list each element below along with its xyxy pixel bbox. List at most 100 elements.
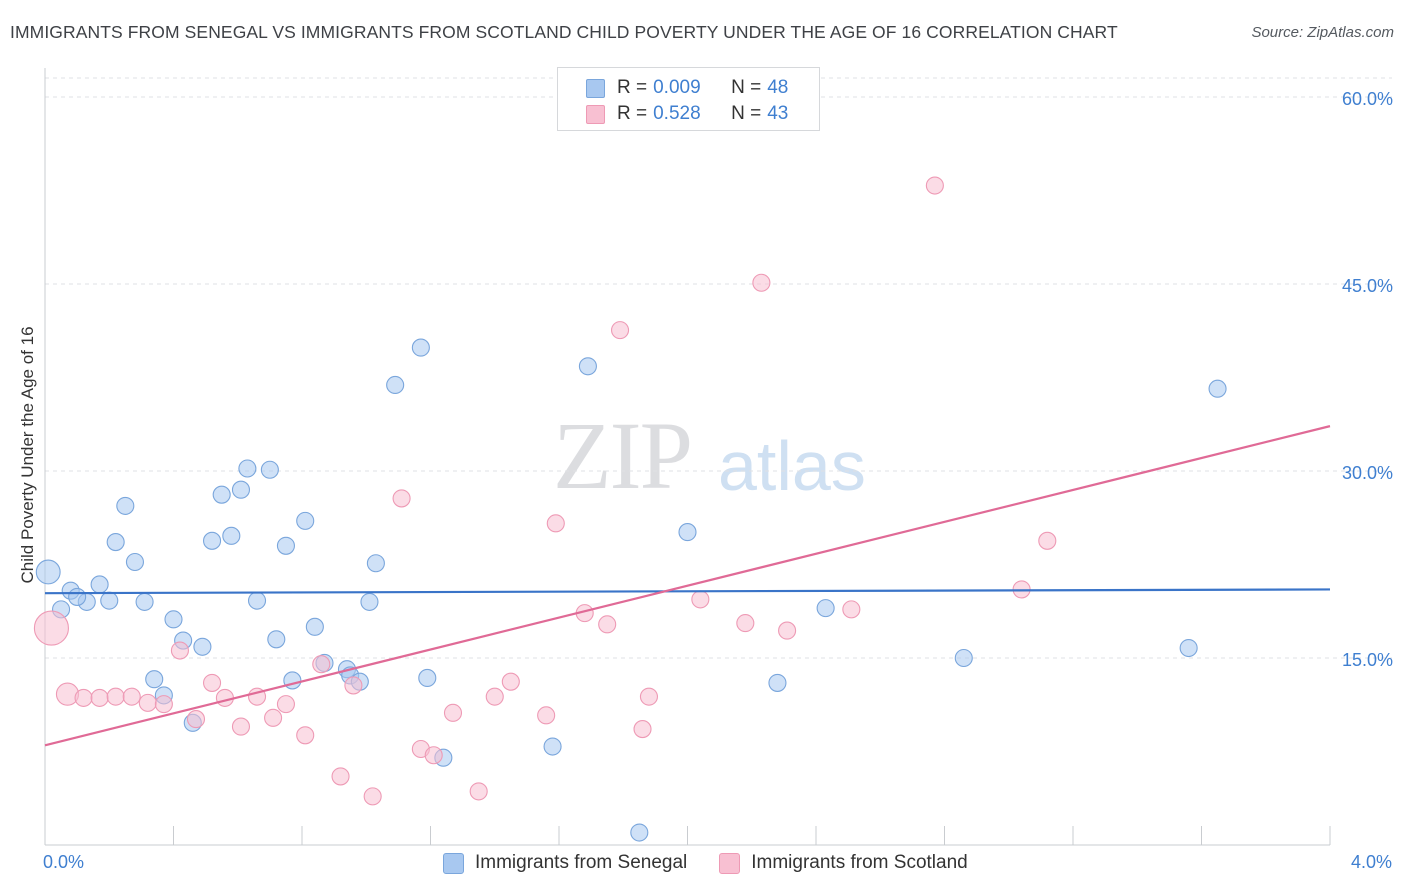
point-senegal: [578, 357, 597, 376]
point-scotland: [55, 682, 80, 706]
point-scotland: [264, 708, 283, 727]
chart-title: IMMIGRANTS FROM SENEGAL VS IMMIGRANTS FR…: [10, 22, 1118, 42]
point-scotland: [203, 673, 222, 692]
point-scotland: [331, 767, 350, 786]
point-scotland: [842, 600, 861, 619]
legend-row-scotland: R = 0.528 N = 43: [586, 102, 788, 126]
point-scotland: [610, 321, 630, 340]
point-senegal: [678, 523, 697, 542]
legend-swatch-senegal: [443, 852, 464, 874]
point-scotland: [925, 176, 944, 195]
point-senegal: [411, 338, 430, 357]
y-tick-labels: 15.0% 30.0% 45.0% 60.0%: [1342, 89, 1393, 670]
point-senegal: [630, 823, 649, 842]
point-senegal: [1208, 379, 1227, 398]
watermark-zip: ZIP: [553, 402, 693, 509]
point-scotland: [469, 782, 488, 801]
point-scotland: [344, 676, 363, 695]
point-senegal: [768, 673, 787, 692]
point-senegal: [100, 591, 119, 610]
point-scotland: [546, 514, 565, 533]
point-scotland: [1038, 531, 1057, 550]
legend-label-scotland: Immigrants from Scotland: [751, 852, 968, 873]
point-senegal: [135, 592, 154, 611]
x-tick-label-min: 0.0%: [43, 852, 85, 872]
point-senegal: [212, 485, 231, 504]
point-senegal: [145, 670, 164, 689]
legend-item-senegal[interactable]: Immigrants from Senegal: [443, 852, 687, 874]
legend-label-senegal: Immigrants from Senegal: [475, 852, 688, 873]
point-scotland: [485, 687, 504, 706]
point-senegal: [816, 599, 835, 618]
legend-r-value: 0.009: [653, 77, 701, 98]
point-senegal: [1179, 638, 1198, 658]
legend-r-label: R =: [617, 103, 648, 124]
point-scotland: [752, 273, 771, 292]
point-senegal: [90, 575, 109, 594]
point-senegal: [267, 630, 286, 649]
point-scotland: [392, 489, 411, 508]
point-scotland: [501, 672, 520, 691]
point-senegal: [231, 480, 251, 499]
point-senegal: [116, 496, 135, 515]
trend-lines: [44, 425, 1331, 747]
legend-row-senegal: R = 0.009 N = 48: [586, 76, 788, 100]
y-axis-label: Child Poverty Under the Age of 16: [18, 326, 37, 584]
watermark-atlas: atlas: [718, 427, 866, 505]
point-senegal: [238, 459, 257, 478]
point-senegal: [276, 536, 295, 555]
point-senegal: [203, 531, 222, 550]
y-tick-label: 60.0%: [1342, 89, 1393, 109]
legend-n-label: N =: [731, 77, 762, 98]
y-tick-label: 15.0%: [1342, 650, 1393, 670]
point-senegal: [954, 648, 973, 668]
point-scotland: [33, 610, 69, 646]
point-scotland: [170, 641, 189, 660]
legend-n-value: 43: [767, 103, 789, 124]
point-scotland: [598, 615, 617, 634]
point-scotland: [312, 655, 331, 674]
x-tick-label-max: 4.0%: [1350, 852, 1392, 872]
point-scotland: [122, 687, 141, 706]
point-scotland: [296, 726, 315, 745]
point-scotland: [691, 590, 710, 609]
point-senegal: [360, 592, 379, 611]
legend-r-value: 0.528: [653, 103, 701, 124]
trend-line-scotland: [44, 425, 1331, 747]
legend-swatch-senegal: [586, 78, 605, 98]
point-scotland: [231, 717, 251, 736]
point-scotland: [74, 688, 93, 707]
point-senegal: [366, 554, 385, 573]
point-senegal: [296, 511, 315, 530]
point-scotland: [424, 746, 443, 765]
point-senegal: [35, 559, 61, 585]
point-scotland: [639, 687, 659, 706]
point-scotland: [186, 710, 206, 729]
point-scotland: [443, 703, 463, 722]
legend-item-scotland[interactable]: Immigrants from Scotland: [719, 852, 968, 874]
trend-line-senegal: [44, 588, 1331, 595]
point-senegal: [193, 637, 212, 656]
point-scotland: [215, 688, 234, 707]
data-points: [33, 176, 1227, 842]
point-senegal: [543, 737, 562, 756]
point-scotland: [633, 720, 652, 739]
legend-n-label: N =: [731, 103, 762, 124]
point-scotland: [90, 688, 109, 707]
point-senegal: [418, 668, 437, 687]
point-scotland: [106, 687, 125, 706]
point-senegal: [305, 617, 324, 636]
point-senegal: [125, 552, 144, 572]
correlation-legend: R = 0.009 N = 48 R = 0.528 N = 43: [557, 67, 820, 131]
grid-lines: [45, 77, 1392, 659]
point-scotland: [778, 621, 797, 640]
point-senegal: [164, 610, 183, 629]
point-senegal: [68, 587, 87, 606]
y-tick-label: 45.0%: [1342, 276, 1393, 296]
point-senegal: [222, 526, 241, 545]
legend-swatch-scotland: [586, 104, 605, 124]
point-senegal: [260, 460, 279, 479]
point-scotland: [154, 695, 173, 714]
point-senegal: [106, 533, 125, 552]
legend-n-value: 48: [767, 77, 789, 98]
